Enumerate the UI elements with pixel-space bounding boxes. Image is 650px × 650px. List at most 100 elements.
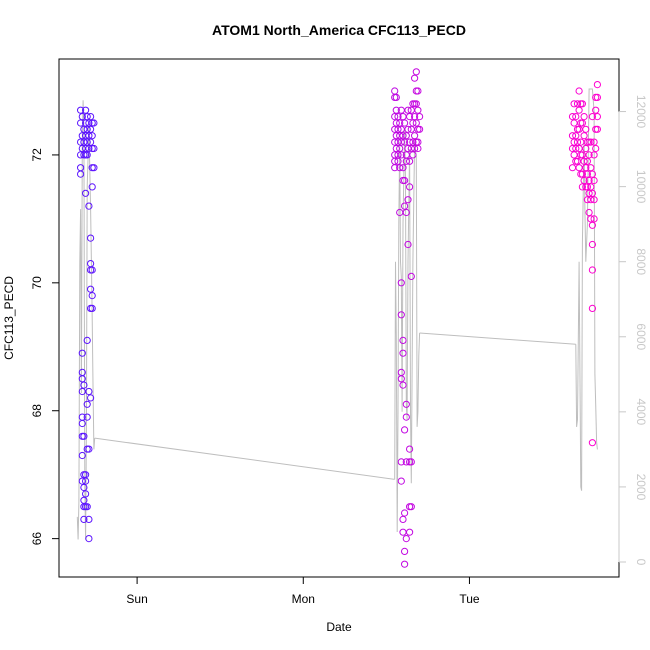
y2-tick-label: 2000	[634, 474, 648, 501]
scatter-point	[587, 215, 595, 223]
scatter-point	[587, 183, 595, 191]
scatter-point	[582, 144, 590, 153]
scatter-point	[588, 240, 597, 249]
scatter-point	[406, 183, 414, 191]
scatter-point	[412, 68, 420, 76]
scatter-point	[77, 164, 85, 172]
scatter-point	[391, 164, 399, 172]
scatter-point	[399, 515, 407, 524]
scatter-point	[588, 304, 597, 312]
scatter-point	[588, 170, 597, 178]
scatter-series	[77, 68, 602, 568]
scatter-point	[588, 439, 597, 447]
line-link	[419, 332, 576, 345]
scatter-point	[409, 151, 417, 159]
x-axis: Sun Mon Tue	[126, 576, 480, 606]
scatter-point	[90, 164, 98, 172]
scatter-point	[83, 151, 91, 159]
scatter-point	[397, 311, 405, 319]
x-tick-label: Sun	[126, 592, 147, 606]
scatter-point	[414, 87, 422, 95]
scatter-point	[572, 113, 580, 121]
scatter-point	[392, 144, 400, 153]
scatter-point	[399, 164, 407, 172]
scatter-point	[397, 151, 405, 159]
scatter-point	[409, 119, 417, 127]
scatter-point	[402, 157, 410, 165]
scatter-point	[407, 503, 415, 511]
scatter-point	[401, 560, 409, 568]
scatter-point	[580, 132, 588, 140]
scatter-point	[83, 138, 91, 146]
scatter-point	[401, 202, 409, 210]
scatter-point	[592, 144, 600, 153]
scatter-point	[392, 106, 400, 114]
scatter-point	[83, 336, 91, 344]
scatter-point	[394, 125, 402, 133]
scatter-point	[90, 144, 98, 153]
scatter-point	[585, 208, 593, 217]
scatter-point	[590, 151, 598, 159]
scatter-point	[580, 113, 588, 121]
scatter-point	[401, 509, 409, 517]
scatter-point	[588, 189, 597, 197]
scatter-point	[578, 100, 587, 108]
scatter-point	[411, 113, 419, 121]
scatter-point	[401, 547, 409, 556]
y-axis-label: CFC113_PECD	[2, 276, 16, 360]
scatter-point	[87, 260, 95, 268]
scatter-point	[411, 144, 419, 153]
scatter-point	[412, 100, 420, 108]
scatter-point	[590, 138, 598, 146]
scatter-point	[570, 151, 578, 159]
scatter-point	[588, 221, 597, 229]
scatter-point	[82, 490, 90, 498]
scatter-point	[82, 189, 90, 197]
scatter-point	[392, 132, 400, 140]
scatter-point	[575, 106, 583, 114]
scatter-point	[391, 87, 399, 95]
scatter-point	[587, 138, 595, 146]
scatter-point	[590, 176, 598, 185]
scatter-point	[85, 119, 93, 127]
scatter-point	[588, 266, 597, 274]
y-axis-right: 0 2000 4000 6000 8000 10000 12000	[618, 95, 648, 566]
scatter-point	[83, 113, 91, 121]
scatter-point	[401, 176, 409, 185]
scatter-point	[392, 119, 400, 127]
scatter-point	[404, 125, 412, 133]
scatter-point	[414, 106, 422, 114]
scatter-point	[397, 477, 405, 485]
scatter-point	[82, 477, 90, 485]
scatter-point	[402, 208, 410, 217]
scatter-point	[401, 426, 409, 434]
scatter-point	[409, 138, 417, 146]
scatter-point	[407, 458, 415, 466]
scatter-point	[88, 292, 96, 300]
scatter-point	[77, 170, 85, 178]
line-series	[76, 88, 598, 540]
scatter-point	[83, 503, 91, 511]
scatter-point	[570, 119, 578, 127]
scatter-point	[572, 144, 580, 153]
scatter-point	[593, 125, 602, 133]
scatter-point	[397, 279, 405, 287]
scatter-point	[402, 132, 410, 140]
scatter-point	[580, 157, 588, 165]
scatter-point	[77, 106, 85, 114]
scatter-point	[583, 157, 592, 165]
scatter-point	[585, 176, 593, 185]
scatter-point	[78, 113, 86, 121]
scatter-point	[85, 202, 93, 210]
y2-tick-label: 0	[634, 559, 648, 566]
scatter-point	[88, 132, 96, 140]
scatter-point	[416, 125, 424, 133]
scatter-point	[399, 528, 407, 536]
line-segment	[76, 100, 96, 540]
scatter-point	[396, 164, 404, 172]
scatter-point	[593, 113, 602, 121]
line-segment	[575, 88, 598, 491]
scatter-point	[416, 113, 424, 121]
scatter-point	[80, 515, 88, 524]
